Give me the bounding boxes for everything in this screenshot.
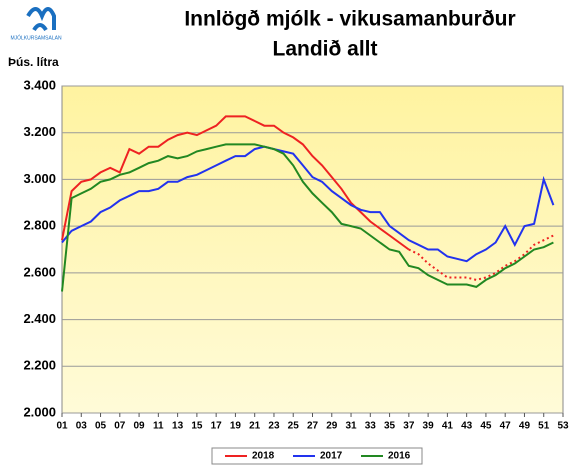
y-tick-label: 2.800 — [23, 218, 56, 233]
x-tick-label: 15 — [191, 421, 203, 432]
x-tick-label: 03 — [76, 421, 88, 432]
x-tick-label: 51 — [538, 421, 550, 432]
x-tick-label: 49 — [519, 421, 531, 432]
x-tick-label: 53 — [557, 421, 569, 432]
series-line — [61, 115, 410, 251]
y-tick-label: 2.600 — [23, 264, 56, 279]
y-tick-label: 2.200 — [23, 358, 56, 373]
series-line — [61, 143, 554, 292]
x-tick-label: 11 — [153, 421, 164, 432]
x-tick-label: 35 — [384, 421, 396, 432]
legend-label: 2017 — [320, 451, 343, 462]
x-tick-label: 01 — [56, 421, 68, 432]
x-tick-label: 23 — [268, 421, 280, 432]
x-tick-label: 41 — [442, 421, 454, 432]
x-tick-label: 17 — [211, 421, 223, 432]
chart-subtitle: Landið allt — [273, 38, 378, 61]
x-tick-label: 33 — [365, 421, 377, 432]
legend-label: 2016 — [388, 451, 411, 462]
x-tick-label: 13 — [172, 421, 184, 432]
y-tick-label: 2.400 — [23, 311, 56, 326]
y-tick-label: 2.000 — [23, 404, 56, 419]
logo — [26, 7, 56, 32]
x-tick-label: 05 — [95, 421, 107, 432]
chart-title: Innlögð mjólk - vikusamanburður — [184, 8, 515, 31]
legend — [211, 447, 423, 465]
y-axis-label: Þús. lítra — [8, 55, 59, 69]
x-tick-label: 25 — [288, 421, 300, 432]
y-tick-label: 3.000 — [23, 171, 56, 186]
x-tick-label: 45 — [480, 421, 492, 432]
x-tick-label: 19 — [230, 421, 242, 432]
x-tick-label: 39 — [423, 421, 435, 432]
x-tick-label: 21 — [249, 421, 261, 432]
x-tick-label: 29 — [326, 421, 338, 432]
x-tick-label: 47 — [500, 421, 512, 432]
series-line — [61, 145, 555, 263]
x-tick-label: 09 — [134, 421, 146, 432]
x-tick-label: 43 — [461, 421, 473, 432]
plot-area — [61, 85, 564, 414]
y-tick-label: 3.400 — [23, 77, 56, 92]
series-line — [408, 234, 554, 281]
x-tick-label: 27 — [307, 421, 319, 432]
legend-label: 2018 — [252, 451, 275, 462]
x-tick-label: 07 — [114, 421, 126, 432]
x-tick-label: 37 — [403, 421, 415, 432]
logo-text: MJÓLKURSAMSALAN — [10, 34, 62, 41]
y-tick-label: 3.200 — [23, 124, 56, 139]
x-tick-label: 31 — [345, 421, 357, 432]
